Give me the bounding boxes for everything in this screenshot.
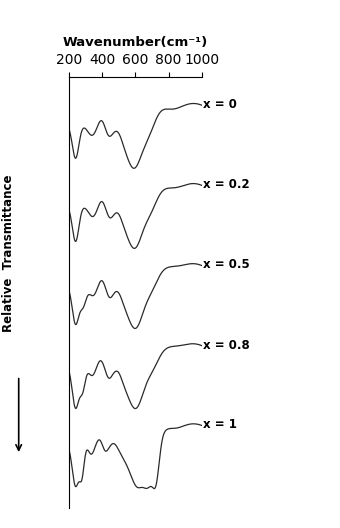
Text: x = 0.8: x = 0.8 [203,338,249,352]
Text: x = 1: x = 1 [203,418,237,431]
Text: x = 0: x = 0 [203,98,237,111]
Text: x = 0.2: x = 0.2 [203,178,249,191]
X-axis label: Wavenumber(cm⁻¹): Wavenumber(cm⁻¹) [63,36,208,49]
Text: x = 0.5: x = 0.5 [203,258,249,271]
Text: Relative  Transmittance: Relative Transmittance [2,175,15,332]
